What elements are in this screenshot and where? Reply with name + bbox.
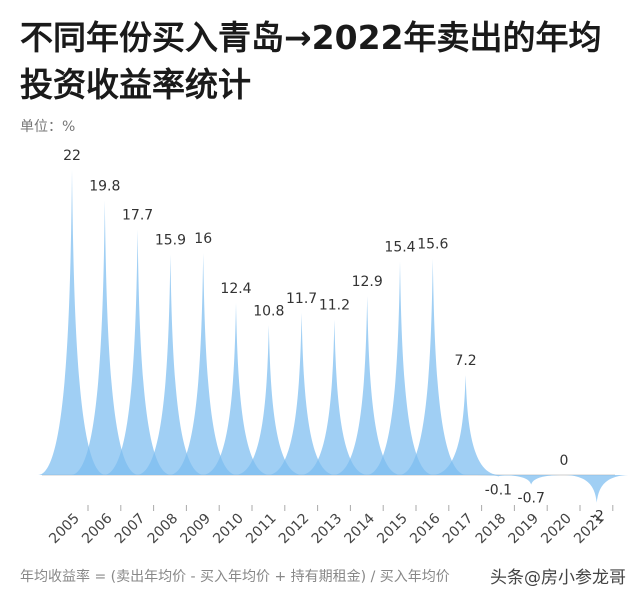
value-label-2015: 15.4 <box>384 240 415 256</box>
spike-2012 <box>267 312 336 475</box>
category-label-2006: 2006 <box>79 510 116 547</box>
value-label-2007: 17.7 <box>122 208 153 224</box>
value-label-2011: 10.8 <box>253 303 284 319</box>
spike-2008 <box>136 254 205 475</box>
spike-2009 <box>169 253 238 475</box>
category-label-2010: 2010 <box>210 511 247 548</box>
value-label-2005: 22 <box>63 148 81 164</box>
category-label-2008: 2008 <box>145 511 182 548</box>
value-label-2008: 15.9 <box>155 233 186 249</box>
spike-2011 <box>234 325 303 475</box>
value-label-2018: -0.1 <box>485 482 512 498</box>
spike-2013 <box>300 319 369 475</box>
category-label-2009: 2009 <box>178 511 215 548</box>
spike-2005 <box>38 170 106 475</box>
spike-2021 <box>562 475 631 503</box>
category-label-2017: 2017 <box>440 511 477 548</box>
value-label-2014: 12.9 <box>352 274 383 290</box>
value-label-2020: 0 <box>560 453 569 469</box>
spike-2018 <box>464 475 533 477</box>
category-label-2019: 2019 <box>506 511 543 548</box>
spike-2007 <box>103 229 172 475</box>
category-label-2012: 2012 <box>276 511 313 548</box>
value-label-2021: -2 <box>590 509 604 525</box>
unit-label: 单位：% <box>20 119 76 135</box>
category-label-2018: 2018 <box>473 511 510 548</box>
category-label-2020: 2020 <box>538 511 575 548</box>
spike-2006 <box>70 200 139 475</box>
chart-title: 不同年份买入青岛→2022年卖出的年均投资收益率统计 <box>20 18 602 104</box>
spike-2016 <box>398 258 467 475</box>
spike-2015 <box>366 261 434 475</box>
category-label-2013: 2013 <box>309 511 346 548</box>
spike-2017 <box>431 375 500 475</box>
value-label-2013: 11.2 <box>319 298 350 314</box>
spike-2019 <box>497 475 566 485</box>
spike-2014 <box>333 296 402 475</box>
formula-footnote: 年均收益率 = (卖出年均价 - 买入年均价 + 持有期租金) / 买入年均价 <box>20 569 450 585</box>
value-label-2006: 19.8 <box>89 179 120 195</box>
value-label-2017: 7.2 <box>454 353 476 369</box>
value-label-2012: 11.7 <box>286 291 317 307</box>
category-label-2011: 2011 <box>243 511 280 548</box>
category-label-2007: 2007 <box>112 511 149 548</box>
watermark: 头条@房小参龙哥 <box>490 568 626 588</box>
category-label-2014: 2014 <box>342 510 379 547</box>
category-label-2005: 2005 <box>46 511 83 548</box>
category-label-2016: 2016 <box>407 510 444 547</box>
value-label-2019: -0.7 <box>518 491 545 507</box>
value-label-2009: 16 <box>194 231 212 247</box>
spike-2010 <box>202 303 270 475</box>
category-label-2015: 2015 <box>374 511 411 548</box>
value-label-2016: 15.6 <box>417 237 448 253</box>
value-label-2010: 12.4 <box>220 281 251 297</box>
